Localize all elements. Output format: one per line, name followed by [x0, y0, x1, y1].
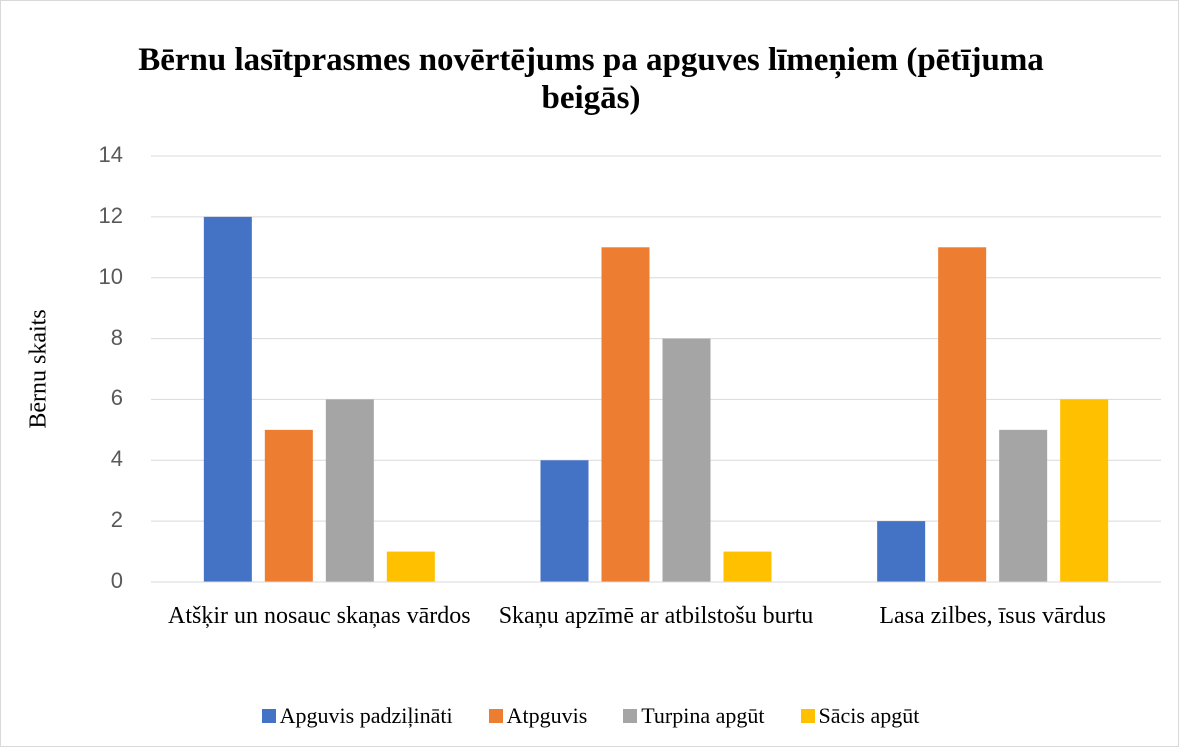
y-tick-label: 2 — [110, 507, 123, 533]
y-tick-label: 14 — [98, 142, 123, 167]
y-tick-label: 6 — [110, 385, 123, 411]
chart-title: Bērnu lasītprasmes novērtējums pa apguve… — [138, 42, 1044, 116]
y-tick-label: 0 — [110, 568, 123, 593]
bar — [1060, 399, 1109, 582]
x-tick-label: Lasa zilbes, īsus vārdus — [879, 603, 1106, 629]
y-axis-label: Bērnu skaits — [25, 309, 52, 429]
legend-label: Turpina apgūt — [641, 703, 765, 728]
bar — [325, 399, 374, 582]
bar — [386, 551, 435, 582]
legend-swatch — [623, 709, 638, 723]
x-tick-label: Atšķir un nosauc skaņas vārdos — [168, 603, 471, 629]
legend-item: Turpina apgūt — [623, 703, 765, 729]
bar — [662, 338, 711, 582]
bar — [264, 429, 313, 582]
bar — [203, 216, 252, 582]
legend-label: Sācis apgūt — [818, 703, 920, 728]
bar — [877, 521, 926, 582]
bar — [540, 460, 589, 582]
legend-label: Atpguvis — [506, 703, 588, 728]
legend-item: Sācis apgūt — [800, 703, 920, 729]
y-tick-label: 8 — [110, 324, 123, 350]
legend-swatch — [488, 709, 503, 723]
legend-item: Apguvis padziļināti — [261, 703, 453, 729]
y-tick-label: 12 — [98, 202, 123, 228]
bar — [938, 247, 987, 583]
legend-swatch — [800, 709, 815, 723]
x-tick-label: Skaņu apzīmē ar atbilstošu burtu — [498, 603, 814, 629]
bar — [601, 247, 650, 583]
bar — [723, 551, 772, 582]
bar — [999, 429, 1048, 582]
y-tick-label: 10 — [98, 263, 123, 289]
legend-label: Apguvis padziļināti — [279, 703, 453, 728]
y-tick-label: 4 — [110, 446, 123, 472]
legend-item: Atpguvis — [488, 703, 588, 729]
legend: Apguvis padziļināti Atpguvis Turpina apgūt… — [1, 703, 1178, 729]
legend-swatch — [261, 709, 276, 723]
